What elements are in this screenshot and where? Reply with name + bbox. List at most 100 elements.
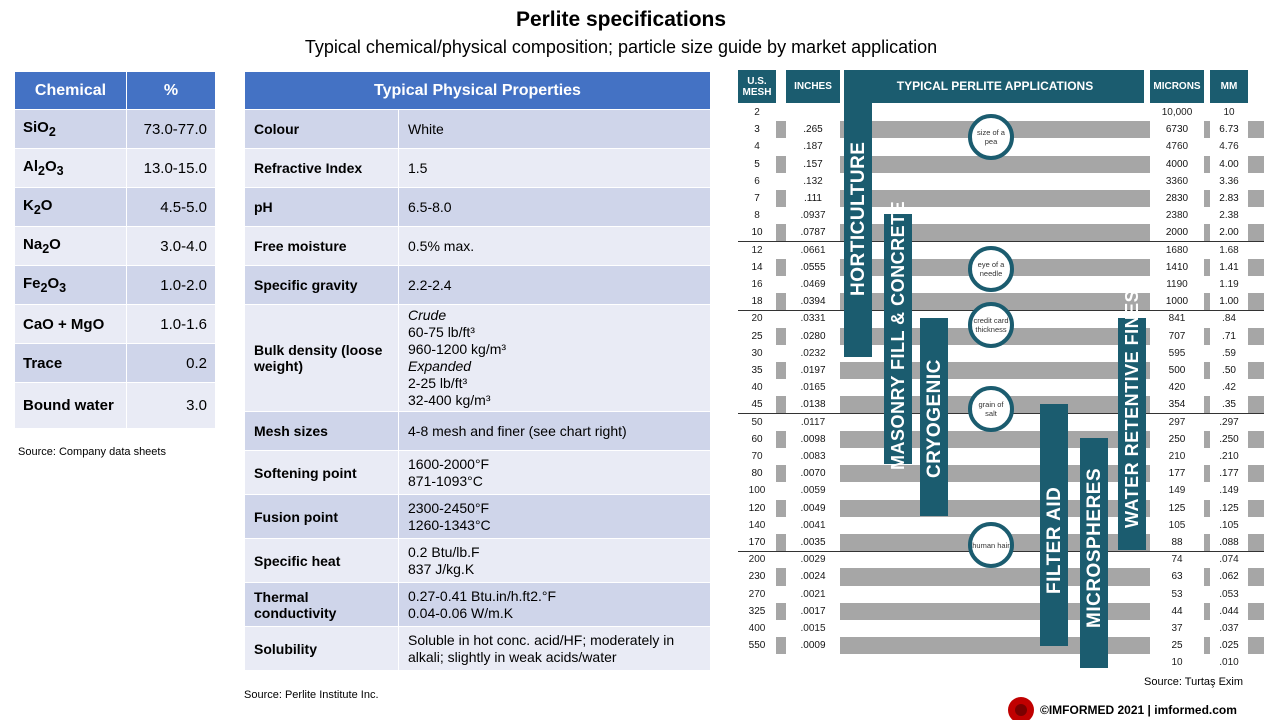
chart-row: 10 .010 xyxy=(738,654,1264,671)
property-value: 2300-2450°F 1260-1343°C xyxy=(398,494,711,539)
inches-cell: .0009 xyxy=(786,637,840,655)
mm-cell: 2.00 xyxy=(1210,224,1248,242)
mesh-cell: 45 xyxy=(738,396,776,414)
inches-cell: .0015 xyxy=(800,623,826,634)
table-row: Specific gravity 2.2-2.4 xyxy=(244,265,711,305)
property-name: Specific gravity xyxy=(244,265,399,305)
application-bar: CRYOGENIC xyxy=(920,317,948,516)
application-label: HORTICULTURE xyxy=(848,141,869,296)
property-value-line: Soluble in hot conc. acid/HF; moderately… xyxy=(408,631,675,665)
site-link[interactable]: | imformed.com xyxy=(1147,703,1237,717)
table-row: Trace 0.2 xyxy=(14,343,216,383)
mesh-cell: 140 xyxy=(748,519,766,531)
inches-cell: .0280 xyxy=(786,327,840,345)
chart-row: 140 .0041 105 .105 xyxy=(738,517,1264,534)
chemical-name: Al2O3 xyxy=(14,148,127,188)
mm-cell: .149 xyxy=(1219,485,1239,497)
microns-cell: 2000 xyxy=(1150,224,1204,242)
inches-cell: .132 xyxy=(803,175,823,187)
mesh-cell: 6 xyxy=(754,175,760,187)
mm-cell: 1.68 xyxy=(1219,244,1239,256)
mesh-cell: 3 xyxy=(738,121,776,139)
property-name: pH xyxy=(244,187,399,227)
inches-cell: .0021 xyxy=(800,588,826,600)
mm-cell: 1.19 xyxy=(1219,279,1239,290)
chart-row: 5 .157 4000 4.00 xyxy=(738,155,1264,173)
size-reference-circle: grain of salt xyxy=(968,386,1014,432)
microns-cell: 1190 xyxy=(1166,279,1188,290)
applications-header: TYPICAL PERLITE APPLICATIONS xyxy=(846,70,1144,103)
physical-source: Source: Perlite Institute Inc. xyxy=(244,689,379,701)
microns-cell: 841 xyxy=(1168,313,1186,325)
mm-cell: 3.36 xyxy=(1219,175,1239,187)
mm-cell: .037 xyxy=(1219,623,1239,634)
chart-source: Source: Turtaş Exim xyxy=(1144,676,1244,688)
mesh-cell: 170 xyxy=(738,534,776,552)
table-row: Free moisture 0.5% max. xyxy=(244,226,711,266)
inches-cell: .0059 xyxy=(800,485,826,497)
microns-cell: 250 xyxy=(1150,430,1204,448)
mm-cell: 2.83 xyxy=(1210,190,1248,208)
microns-header: MICRONS xyxy=(1150,70,1204,103)
property-value-line: 0.5% max. xyxy=(408,237,475,254)
footer: ©IMFORMED 2021 | imformed.com xyxy=(1008,697,1237,720)
inches-cell: .0024 xyxy=(786,568,840,586)
page-subtitle: Typical chemical/physical composition; p… xyxy=(304,37,938,57)
inches-cell: .0049 xyxy=(786,499,840,517)
mesh-cell: 35 xyxy=(738,362,776,380)
chemical-name: SiO2 xyxy=(14,109,127,149)
mesh-cell: 550 xyxy=(738,637,776,655)
chart-row: 10 .0787 2000 2.00 xyxy=(738,224,1264,242)
mm-cell: 4.76 xyxy=(1219,141,1239,153)
mm-cell: .210 xyxy=(1219,451,1239,462)
property-value-line: 0.2 Btu/lb.F xyxy=(408,543,480,560)
property-name: Thermal conductivity xyxy=(244,582,399,627)
property-name: Free moisture xyxy=(244,226,399,266)
inches-cell: .0555 xyxy=(786,258,840,276)
chart-row: 70 .0083 210 .210 xyxy=(738,448,1264,465)
table-row: K2O 4.5-5.0 xyxy=(14,187,216,227)
mm-cell: .42 xyxy=(1222,382,1236,394)
mesh-cell: 100 xyxy=(748,485,766,497)
chart-row: 200 .0029 74 .074 xyxy=(738,551,1264,568)
mesh-cell: 60 xyxy=(738,430,776,448)
mm-cell: .177 xyxy=(1210,465,1248,483)
microns-cell: 707 xyxy=(1150,327,1204,345)
property-value: 4-8 mesh and finer (see chart right) xyxy=(398,411,711,451)
mesh-cell: 14 xyxy=(738,258,776,276)
copyright-text: ©IMFORMED 2021 xyxy=(1040,703,1145,717)
mesh-cell: 16 xyxy=(751,279,763,290)
application-bar: MICROSPHERES xyxy=(1080,438,1108,668)
property-name: Softening point xyxy=(244,450,399,495)
property-value: 1.5 xyxy=(398,148,711,188)
chemical-value: 4.5-5.0 xyxy=(126,187,216,227)
mesh-cell: 30 xyxy=(751,347,763,359)
property-value-line: 2300-2450°F xyxy=(408,499,490,516)
size-reference-circle: credit card thickness xyxy=(968,302,1014,348)
table-row: Softening point 1600-2000°F 871-1093°C xyxy=(244,450,711,495)
property-value: 0.2 Btu/lb.F 837 J/kg.K xyxy=(398,538,711,583)
application-bar: WATER RETENTIVE FINES xyxy=(1118,289,1146,550)
mesh-cell: 230 xyxy=(738,568,776,586)
inches-cell: .0041 xyxy=(800,519,826,531)
chart-row: 2 10,000 10 xyxy=(738,104,1264,121)
inches-cell: .0232 xyxy=(800,347,826,359)
microns-cell: 105 xyxy=(1168,519,1186,531)
mm-cell: .125 xyxy=(1210,499,1248,517)
physical-table: Typical Physical Properties Colour White R… xyxy=(244,71,711,671)
microns-cell: 420 xyxy=(1168,382,1186,394)
inches-cell: .0394 xyxy=(786,293,840,311)
microns-cell: 500 xyxy=(1150,362,1204,380)
inches-cell: .0661 xyxy=(800,244,826,256)
table-row: Na2O 3.0-4.0 xyxy=(14,226,216,266)
microns-cell: 177 xyxy=(1150,465,1204,483)
property-value: Crude 60-75 lb/ft³ 960-1200 kg/m³ Expanded 2… xyxy=(398,304,711,412)
property-value-line: 60-75 lb/ft³ xyxy=(408,324,475,340)
size-reference-circle: human hair xyxy=(968,522,1014,568)
size-reference-circle: size of a pea xyxy=(968,114,1014,160)
mesh-cell: 18 xyxy=(738,293,776,311)
mm-cell: .35 xyxy=(1210,396,1248,414)
mesh-cell: 8 xyxy=(754,210,760,222)
inches-cell: .187 xyxy=(803,141,823,153)
property-value: 0.5% max. xyxy=(398,226,711,266)
